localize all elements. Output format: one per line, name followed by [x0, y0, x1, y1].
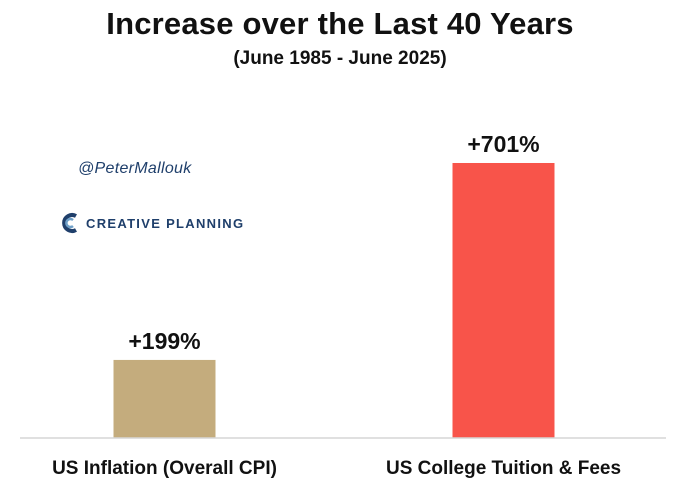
x-tick-label-2: US College Tuition & Fees — [386, 458, 621, 479]
bar-2 — [452, 162, 555, 438]
chart-title: Increase over the Last 40 Years — [106, 6, 574, 41]
bar-1 — [113, 359, 216, 438]
twitter-handle: @PeterMallouk — [78, 160, 192, 177]
data-label-1: +199% — [128, 328, 200, 354]
chart-subtitle: (June 1985 - June 2025) — [233, 48, 447, 69]
brand-logo: CREATIVE PLANNING — [60, 212, 244, 234]
x-tick-label-1: US Inflation (Overall CPI) — [52, 458, 277, 479]
brand-name: CREATIVE PLANNING — [86, 215, 245, 231]
data-label-2: +701% — [467, 131, 539, 157]
creative-planning-logo-icon — [62, 213, 77, 233]
